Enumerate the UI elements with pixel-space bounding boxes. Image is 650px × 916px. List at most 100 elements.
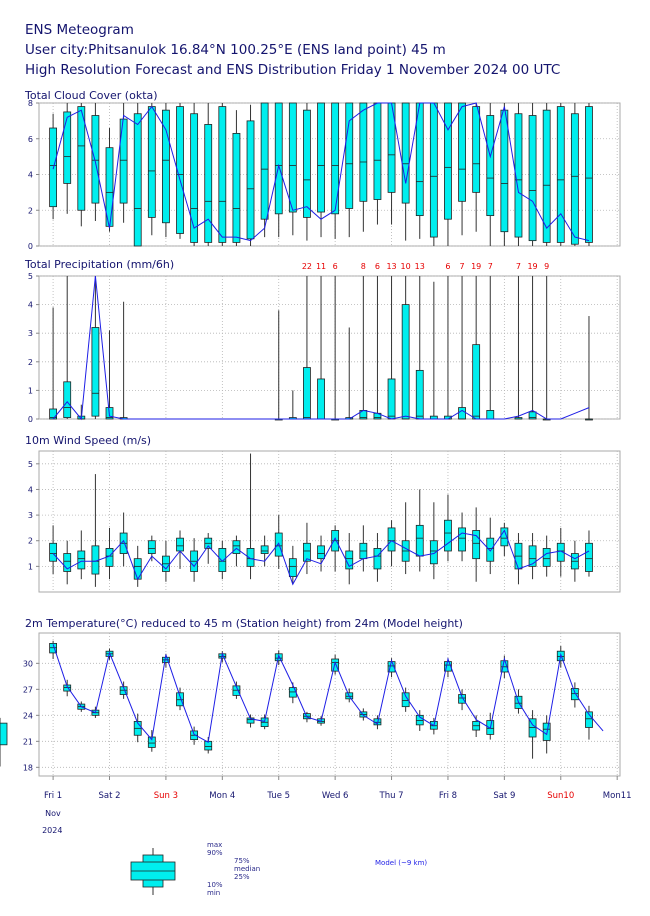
- box-body: [246, 548, 255, 567]
- ens-box: [317, 102, 325, 238]
- box-body: [458, 527, 466, 552]
- legend-median-label: median: [234, 865, 261, 873]
- ens-box: [486, 517, 495, 575]
- ens-box: [190, 538, 199, 582]
- exceed-label: 8: [361, 262, 366, 271]
- box-body: [486, 537, 495, 562]
- ens-box: [585, 530, 593, 577]
- box-body: [246, 120, 255, 240]
- ens-box: [77, 103, 86, 227]
- panel-cloud: 0 2 4 6 8: [28, 99, 621, 251]
- ens-box: [133, 545, 142, 587]
- ens-box: [303, 276, 311, 420]
- box-body: [472, 530, 481, 560]
- ens-box: [585, 705, 593, 740]
- y-tick-label: 4: [28, 485, 33, 494]
- y-tick-label: 18: [23, 763, 33, 772]
- box-body: [63, 381, 72, 418]
- box-body: [303, 109, 311, 218]
- box-body: [556, 106, 565, 243]
- legend-p75-label: 75%: [234, 857, 250, 865]
- hres-line: [52, 102, 590, 242]
- y-tick-label: 30: [23, 659, 33, 668]
- ens-box: [514, 276, 523, 420]
- box-body: [373, 548, 382, 570]
- ens-box: [119, 681, 128, 699]
- ens-box: [528, 533, 537, 580]
- box-body: [317, 545, 325, 560]
- exceed-label: 11: [316, 262, 326, 271]
- ens-box: [444, 102, 452, 246]
- ens-box: [401, 687, 410, 712]
- ens-box: [458, 102, 466, 236]
- ens-box: [345, 327, 354, 420]
- box-body: [401, 692, 410, 708]
- chart-title: ENS Meteogram: [25, 22, 134, 38]
- ens-box: [570, 103, 579, 246]
- ens-box: [133, 713, 142, 743]
- box-body: [514, 113, 523, 238]
- box-body: [429, 102, 438, 238]
- box-body: [401, 102, 410, 204]
- box-body: [303, 367, 311, 420]
- box-body: [63, 553, 72, 572]
- ens-box: [345, 102, 354, 238]
- x-day-label: Sun 3: [154, 791, 178, 801]
- y-tick-label: 27: [23, 685, 33, 694]
- ens-box: [232, 110, 241, 246]
- ens-box: [63, 679, 72, 697]
- ens-box: [528, 103, 537, 246]
- y-tick-label: 4: [28, 171, 33, 180]
- box-body: [585, 542, 593, 572]
- x-day-label: Mon11: [603, 791, 632, 801]
- ens-box: [472, 276, 481, 420]
- exceed-label: 6: [333, 262, 338, 271]
- legend-max-label: max: [207, 841, 223, 849]
- y-tick-label: 2: [28, 206, 33, 215]
- box-body: [317, 378, 325, 420]
- y-tick-label: 21: [23, 737, 33, 746]
- panel-temp: 18 21 24 27 30: [0, 632, 621, 777]
- plot-frame: [38, 450, 621, 593]
- y-tick-label: 5: [28, 272, 33, 281]
- box-body: [162, 109, 170, 224]
- box-body: [49, 542, 58, 562]
- box-body: [63, 111, 72, 184]
- ens-box: [288, 390, 297, 420]
- ens-box: [147, 730, 156, 752]
- ens-box: [119, 103, 128, 223]
- ens-box: [429, 502, 438, 580]
- x-day-label: Wed 6: [322, 791, 349, 801]
- ens-box: [429, 281, 438, 420]
- ens-box: [190, 726, 199, 745]
- x-day-label: Sat 2: [98, 791, 120, 801]
- box-body: [331, 658, 340, 672]
- ens-box: [288, 102, 297, 236]
- box-body: [444, 102, 452, 220]
- ens-box: [585, 316, 593, 421]
- box-body: [218, 548, 227, 572]
- exceed-label: 19: [471, 262, 481, 271]
- panel-title-wind: 10m Wind Speed (m/s): [25, 434, 152, 447]
- ens-box: [415, 276, 424, 420]
- box-body: [486, 115, 495, 217]
- ens-box: [542, 103, 551, 246]
- hres-line: [52, 644, 604, 743]
- ens-box: [373, 533, 382, 582]
- ens-box: [49, 113, 58, 220]
- ens-box: [331, 276, 340, 421]
- exceed-label: 13: [415, 262, 425, 271]
- box-body: [359, 102, 368, 202]
- exceed-label: 7: [488, 262, 493, 271]
- y-tick-label: 0: [28, 242, 33, 251]
- box-body: [570, 113, 579, 245]
- legend-p10-label: 10%: [207, 881, 223, 889]
- ens-box: [528, 276, 537, 420]
- box-body: [542, 109, 551, 243]
- ens-box: [274, 102, 283, 238]
- y-tick-label: 6: [28, 135, 33, 144]
- x-year-label: 2024: [42, 826, 62, 835]
- ens-box: [387, 276, 396, 420]
- box-body: [486, 410, 495, 420]
